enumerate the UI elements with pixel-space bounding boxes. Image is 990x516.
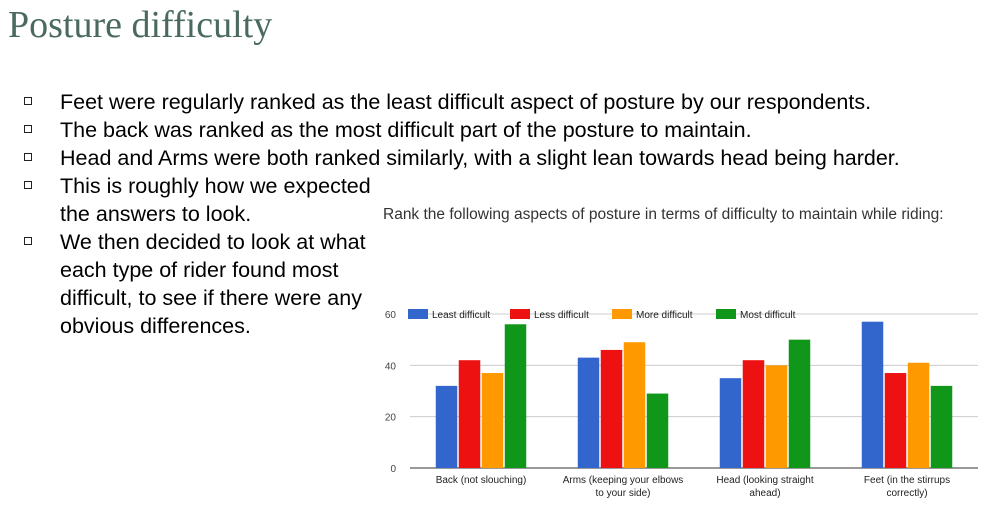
square-bullet-icon [24, 153, 32, 161]
bullet-item: The back was ranked as the most difficul… [18, 116, 990, 144]
slide-title: Posture difficulty [8, 4, 273, 46]
square-bullet-icon [24, 237, 32, 245]
bar [481, 373, 504, 468]
y-tick-label: 40 [385, 361, 397, 372]
bar [930, 385, 953, 468]
bar [742, 360, 765, 468]
bar [788, 339, 811, 468]
bar [504, 324, 527, 468]
bullet-item: We then decided to look at what each typ… [18, 228, 380, 340]
legend-label: Less difficult [534, 310, 589, 321]
bar [600, 349, 623, 468]
legend-label: Most difficult [740, 310, 796, 321]
square-bullet-icon [24, 181, 32, 189]
bar [884, 373, 907, 468]
bar [861, 321, 884, 468]
legend-swatch [716, 309, 736, 319]
bar [765, 365, 788, 468]
bullet-text: We then decided to look at what each typ… [60, 230, 366, 338]
legend-swatch [408, 309, 428, 319]
bar [577, 357, 600, 468]
bullet-item: Feet were regularly ranked as the least … [18, 88, 990, 116]
y-tick-label: 20 [385, 413, 397, 424]
y-tick-label: 60 [385, 310, 397, 321]
y-tick-label: 0 [390, 464, 396, 475]
legend-label: More difficult [636, 310, 693, 321]
bar [719, 378, 742, 468]
x-tick-label: Arms (keeping your elbows [563, 475, 684, 486]
bar [907, 362, 930, 468]
x-tick-label: Head (looking straight [716, 475, 813, 486]
bullet-item: Head and Arms were both ranked similarly… [18, 144, 930, 172]
bar-chart: 0 20 40 60 Back (not slouching) Arms (keeping… [385, 309, 978, 499]
chart-title: Rank the following aspects of posture in… [383, 206, 944, 223]
bar [646, 393, 669, 468]
legend-label: Least difficult [432, 310, 490, 321]
bullet-text: The back was ranked as the most difficul… [60, 118, 752, 142]
bullet-text: Head and Arms were both ranked similarly… [60, 146, 900, 170]
x-tick-label: ahead) [749, 488, 780, 499]
bar [435, 385, 458, 468]
bar [458, 360, 481, 468]
legend-swatch [612, 309, 632, 319]
square-bullet-icon [24, 125, 32, 133]
x-tick-label: Feet (in the stirrups [864, 475, 950, 486]
legend-swatch [510, 309, 530, 319]
bullet-text: Feet were regularly ranked as the least … [60, 90, 872, 114]
x-tick-label: to your side) [595, 488, 650, 499]
square-bullet-icon [24, 97, 32, 105]
bullet-text: This is roughly how we expected the answ… [60, 174, 371, 226]
bar [623, 342, 646, 468]
bullet-list: Feet were regularly ranked as the least … [18, 88, 990, 340]
x-tick-label: correctly) [886, 488, 927, 499]
bullet-item: This is roughly how we expected the answ… [18, 172, 380, 228]
x-tick-label: Back (not slouching) [436, 475, 527, 486]
